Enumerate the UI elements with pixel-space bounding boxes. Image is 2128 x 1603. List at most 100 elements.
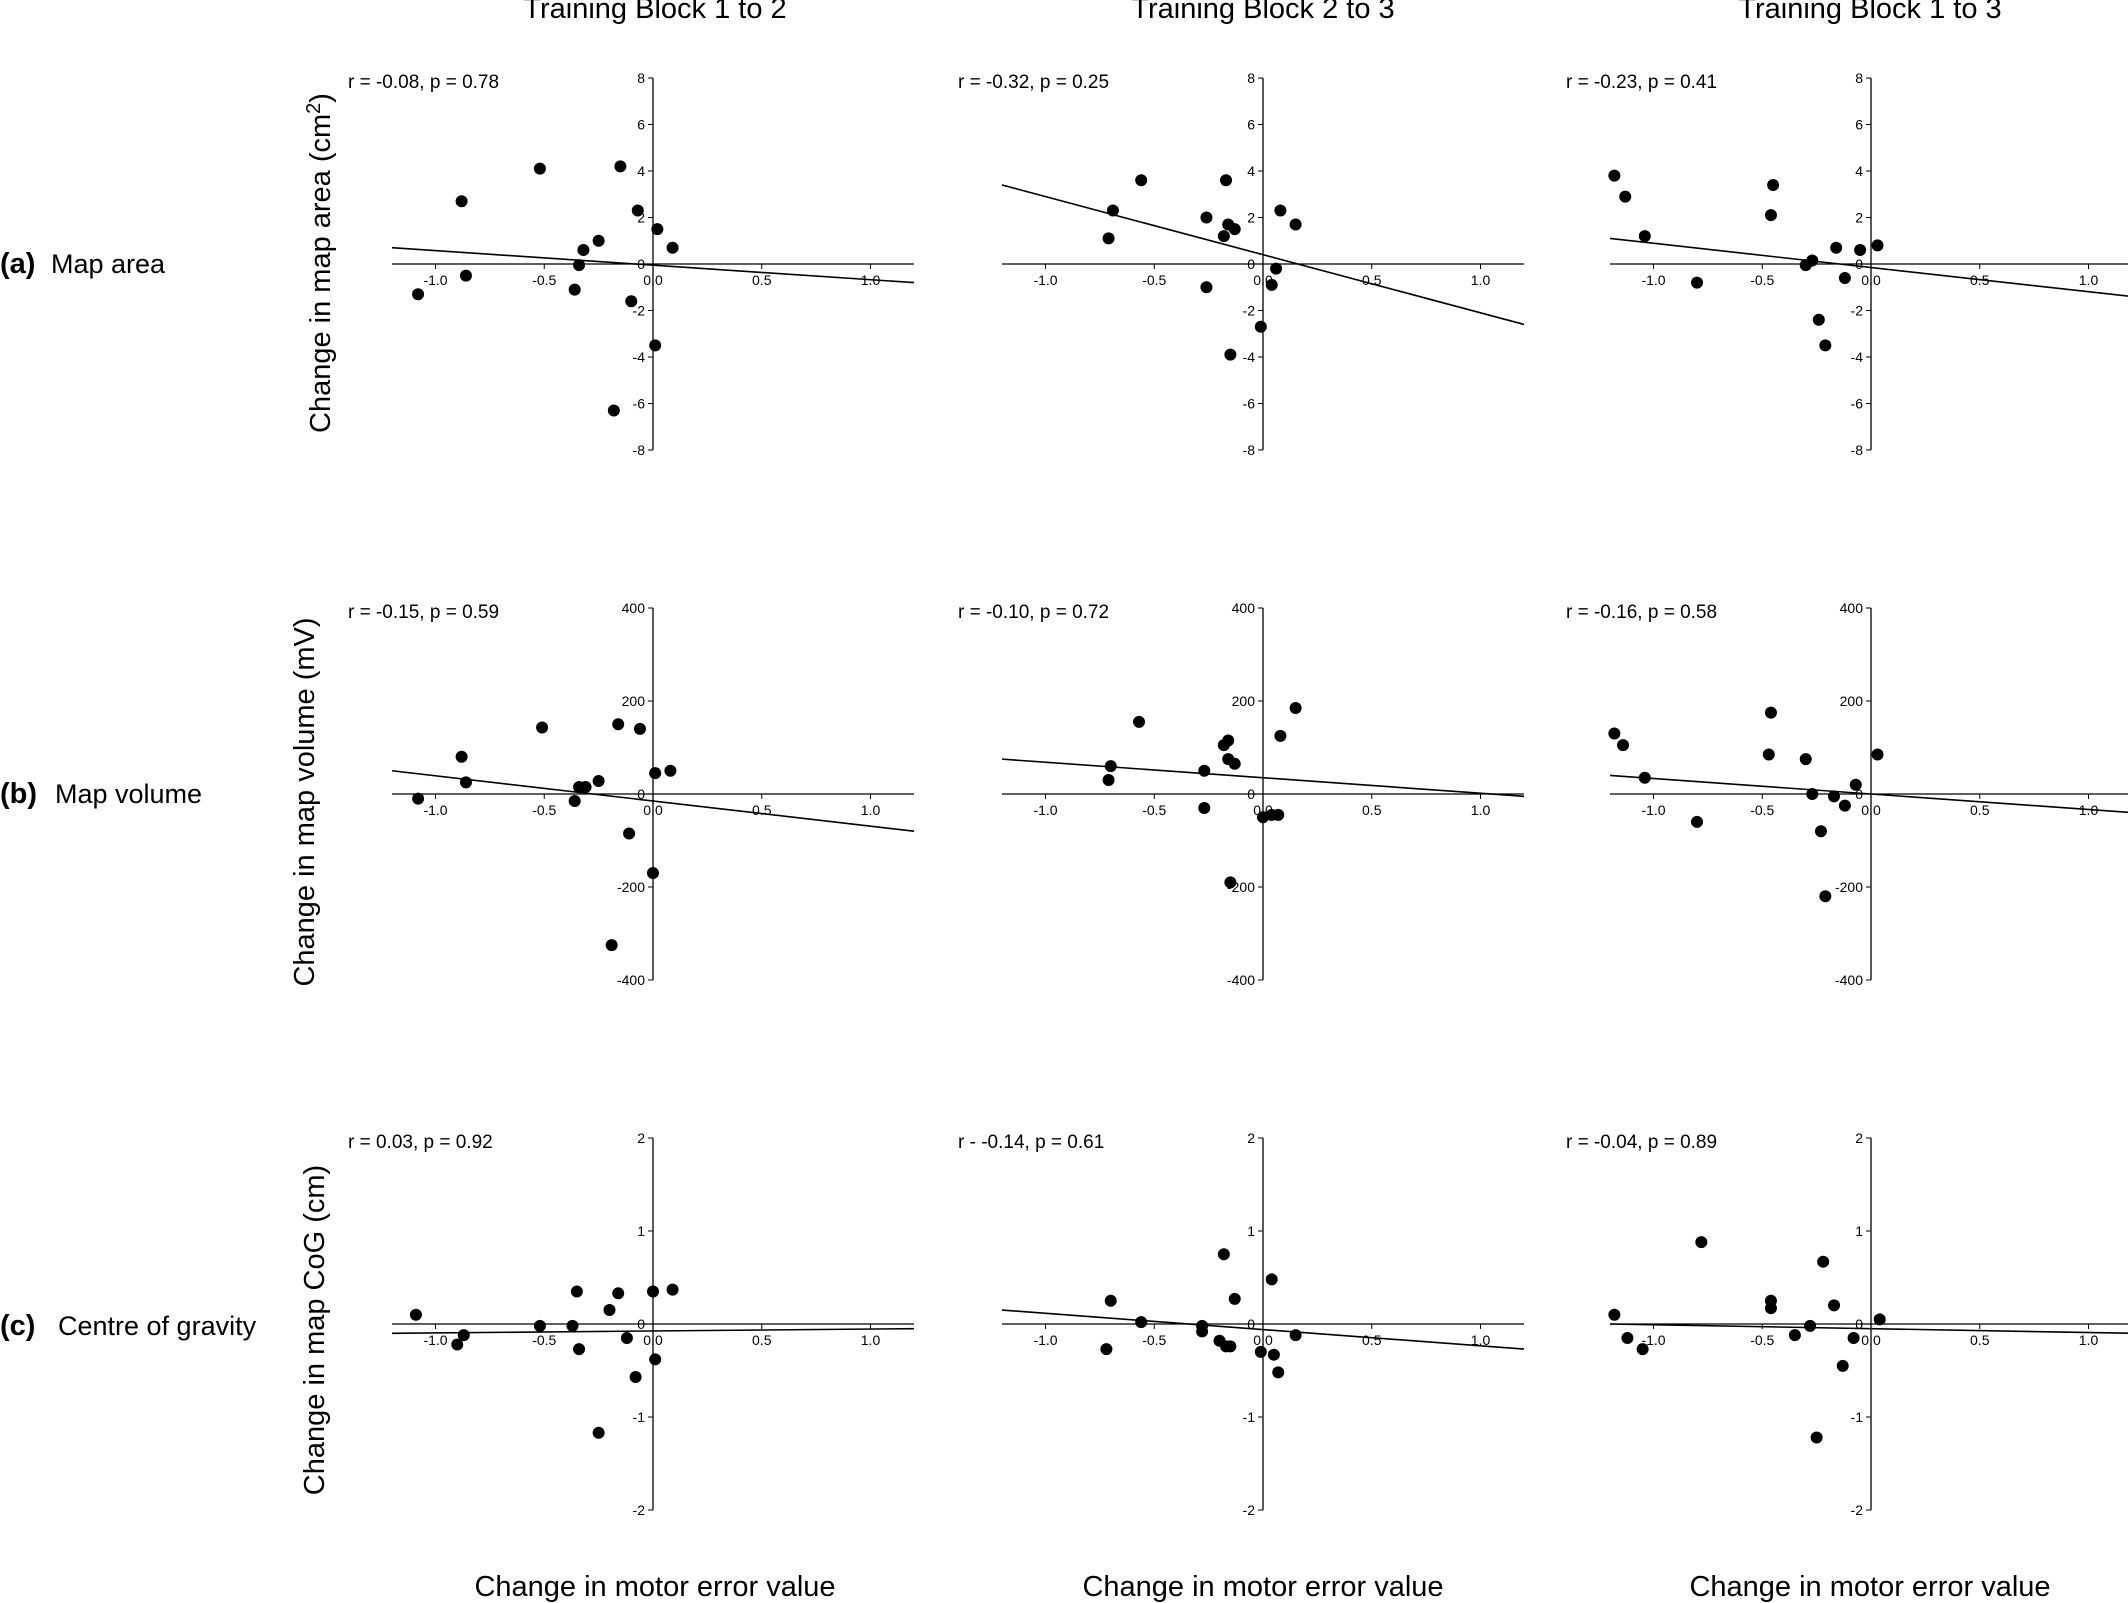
data-point (1636, 1343, 1649, 1356)
x-axis-label-col-2: Change in motor error value (1082, 1571, 1443, 1603)
y-tick-label: 4 (637, 163, 645, 179)
data-point (1828, 790, 1841, 803)
data-point (1222, 734, 1235, 747)
y-tick-label: 0 (1855, 1316, 1863, 1332)
x-tick-label: 0.0 (643, 272, 663, 288)
scatter-panel-r2c1: -1.0 -0.5 0.0 0.5 1.0 -400 -200 0 200 400 r = -0.1… (348, 600, 915, 988)
y-tick-label: 0 (1247, 256, 1255, 272)
data-point (1799, 753, 1812, 766)
data-point (1254, 1345, 1267, 1358)
row-labels: (a) Map area (b) Map volume (c) Centre o… (0, 248, 257, 1342)
y-tick-label: -2 (1243, 303, 1256, 319)
x-tick-label: -1.0 (1641, 272, 1665, 288)
x-tick-label: 0.0 (1861, 272, 1881, 288)
x-tick-label: 0.5 (752, 1332, 772, 1348)
y-tick-label: -4 (633, 349, 646, 365)
y-tick-label: 1 (1247, 1223, 1255, 1239)
scatter-panels: -1.0 -0.5 0.0 0.5 1.0 -8 -6 -4 -2 0 2 4 6 8 r = -0.08,… (348, 70, 2128, 1518)
data-point (1102, 232, 1115, 245)
data-point (1198, 764, 1211, 777)
data-point (623, 827, 636, 840)
data-point (647, 867, 659, 880)
correlation-stat: r = -0.10, p = 0.72 (958, 602, 1109, 623)
y-tick-label: 200 (1232, 693, 1256, 709)
y-tick-label: -2 (633, 303, 646, 319)
correlation-stat: r = -0.16, p = 0.58 (1566, 602, 1717, 623)
correlation-stat: r - -0.14, p = 0.61 (958, 1132, 1104, 1153)
data-point (1810, 1431, 1823, 1444)
data-point (1836, 1359, 1849, 1372)
row-name-b: Map volume (55, 779, 202, 809)
y-tick-label: 400 (622, 600, 646, 616)
data-point (457, 1329, 470, 1342)
data-point (1847, 1331, 1860, 1344)
x-tick-label: -1.0 (1641, 802, 1665, 818)
y-tick-label: -6 (633, 396, 646, 412)
y-tick-label: -200 (1835, 879, 1863, 895)
data-point (533, 1319, 546, 1332)
regression-line (1609, 237, 2128, 297)
y-tick-label: -1 (633, 1409, 646, 1425)
data-point (1608, 169, 1621, 182)
data-point (1767, 178, 1780, 191)
regression-line (1609, 774, 2128, 814)
y-axis-labels: Change in map area (cm2) Change in map v… (289, 93, 337, 1495)
x-tick-label: 0.5 (752, 272, 772, 288)
data-point (1224, 1340, 1237, 1353)
y-tick-label: -4 (1243, 349, 1256, 365)
data-point (592, 234, 605, 247)
x-tick-label: -0.5 (532, 1332, 556, 1348)
x-tick-label: 0.0 (1253, 1332, 1273, 1348)
y-tick-label: 2 (637, 210, 645, 226)
data-point (1217, 230, 1230, 243)
data-point (1106, 204, 1119, 217)
data-point (1100, 1343, 1113, 1356)
data-point (1830, 241, 1843, 254)
data-point (1871, 239, 1884, 252)
data-point (1854, 244, 1867, 257)
x-tick-label: 0.0 (643, 1332, 663, 1348)
x-tick-label: 1.0 (1471, 272, 1491, 288)
y-tick-label: 0 (1247, 1316, 1255, 1332)
data-point (625, 295, 638, 308)
y-tick-label: -1 (1851, 1409, 1864, 1425)
data-point (1265, 1273, 1278, 1286)
data-point (1806, 788, 1819, 800)
data-point (1198, 801, 1211, 814)
data-point (666, 1283, 679, 1296)
row-name-a: Map area (51, 249, 166, 279)
data-point (1272, 1366, 1285, 1379)
x-tick-label: 1.0 (2079, 1332, 2099, 1348)
y-tick-label: 400 (1232, 600, 1256, 616)
y-axis-label-volume: Change in map volume (mV) (289, 617, 321, 986)
data-point (579, 781, 592, 794)
data-point (1267, 1348, 1280, 1361)
data-point (1224, 348, 1237, 361)
data-point (647, 1285, 659, 1298)
data-point (1104, 760, 1117, 773)
data-point (1838, 271, 1851, 284)
data-point (1274, 729, 1287, 742)
data-point (577, 244, 590, 257)
regression-line (391, 1327, 915, 1335)
x-tick-label: -0.5 (532, 272, 556, 288)
data-point (1224, 876, 1237, 889)
x-tick-label: 1.0 (861, 1332, 881, 1348)
y-tick-label: -2 (633, 1502, 646, 1518)
x-tick-label: -0.5 (1142, 802, 1166, 818)
regression-line (1001, 758, 1525, 798)
x-tick-label: 0.5 (1362, 1332, 1382, 1348)
x-tick-label: 0.0 (643, 802, 663, 818)
data-point (1228, 223, 1241, 236)
data-point (612, 1287, 625, 1300)
y-tick-label: -400 (617, 972, 645, 988)
data-point (1788, 1329, 1801, 1342)
data-point (1270, 262, 1283, 275)
row-letter-a: (a) (0, 248, 35, 280)
data-point (536, 721, 549, 734)
y-tick-label: 0 (1855, 786, 1863, 802)
data-point (1608, 727, 1621, 740)
x-tick-label: 1.0 (1471, 1332, 1491, 1348)
